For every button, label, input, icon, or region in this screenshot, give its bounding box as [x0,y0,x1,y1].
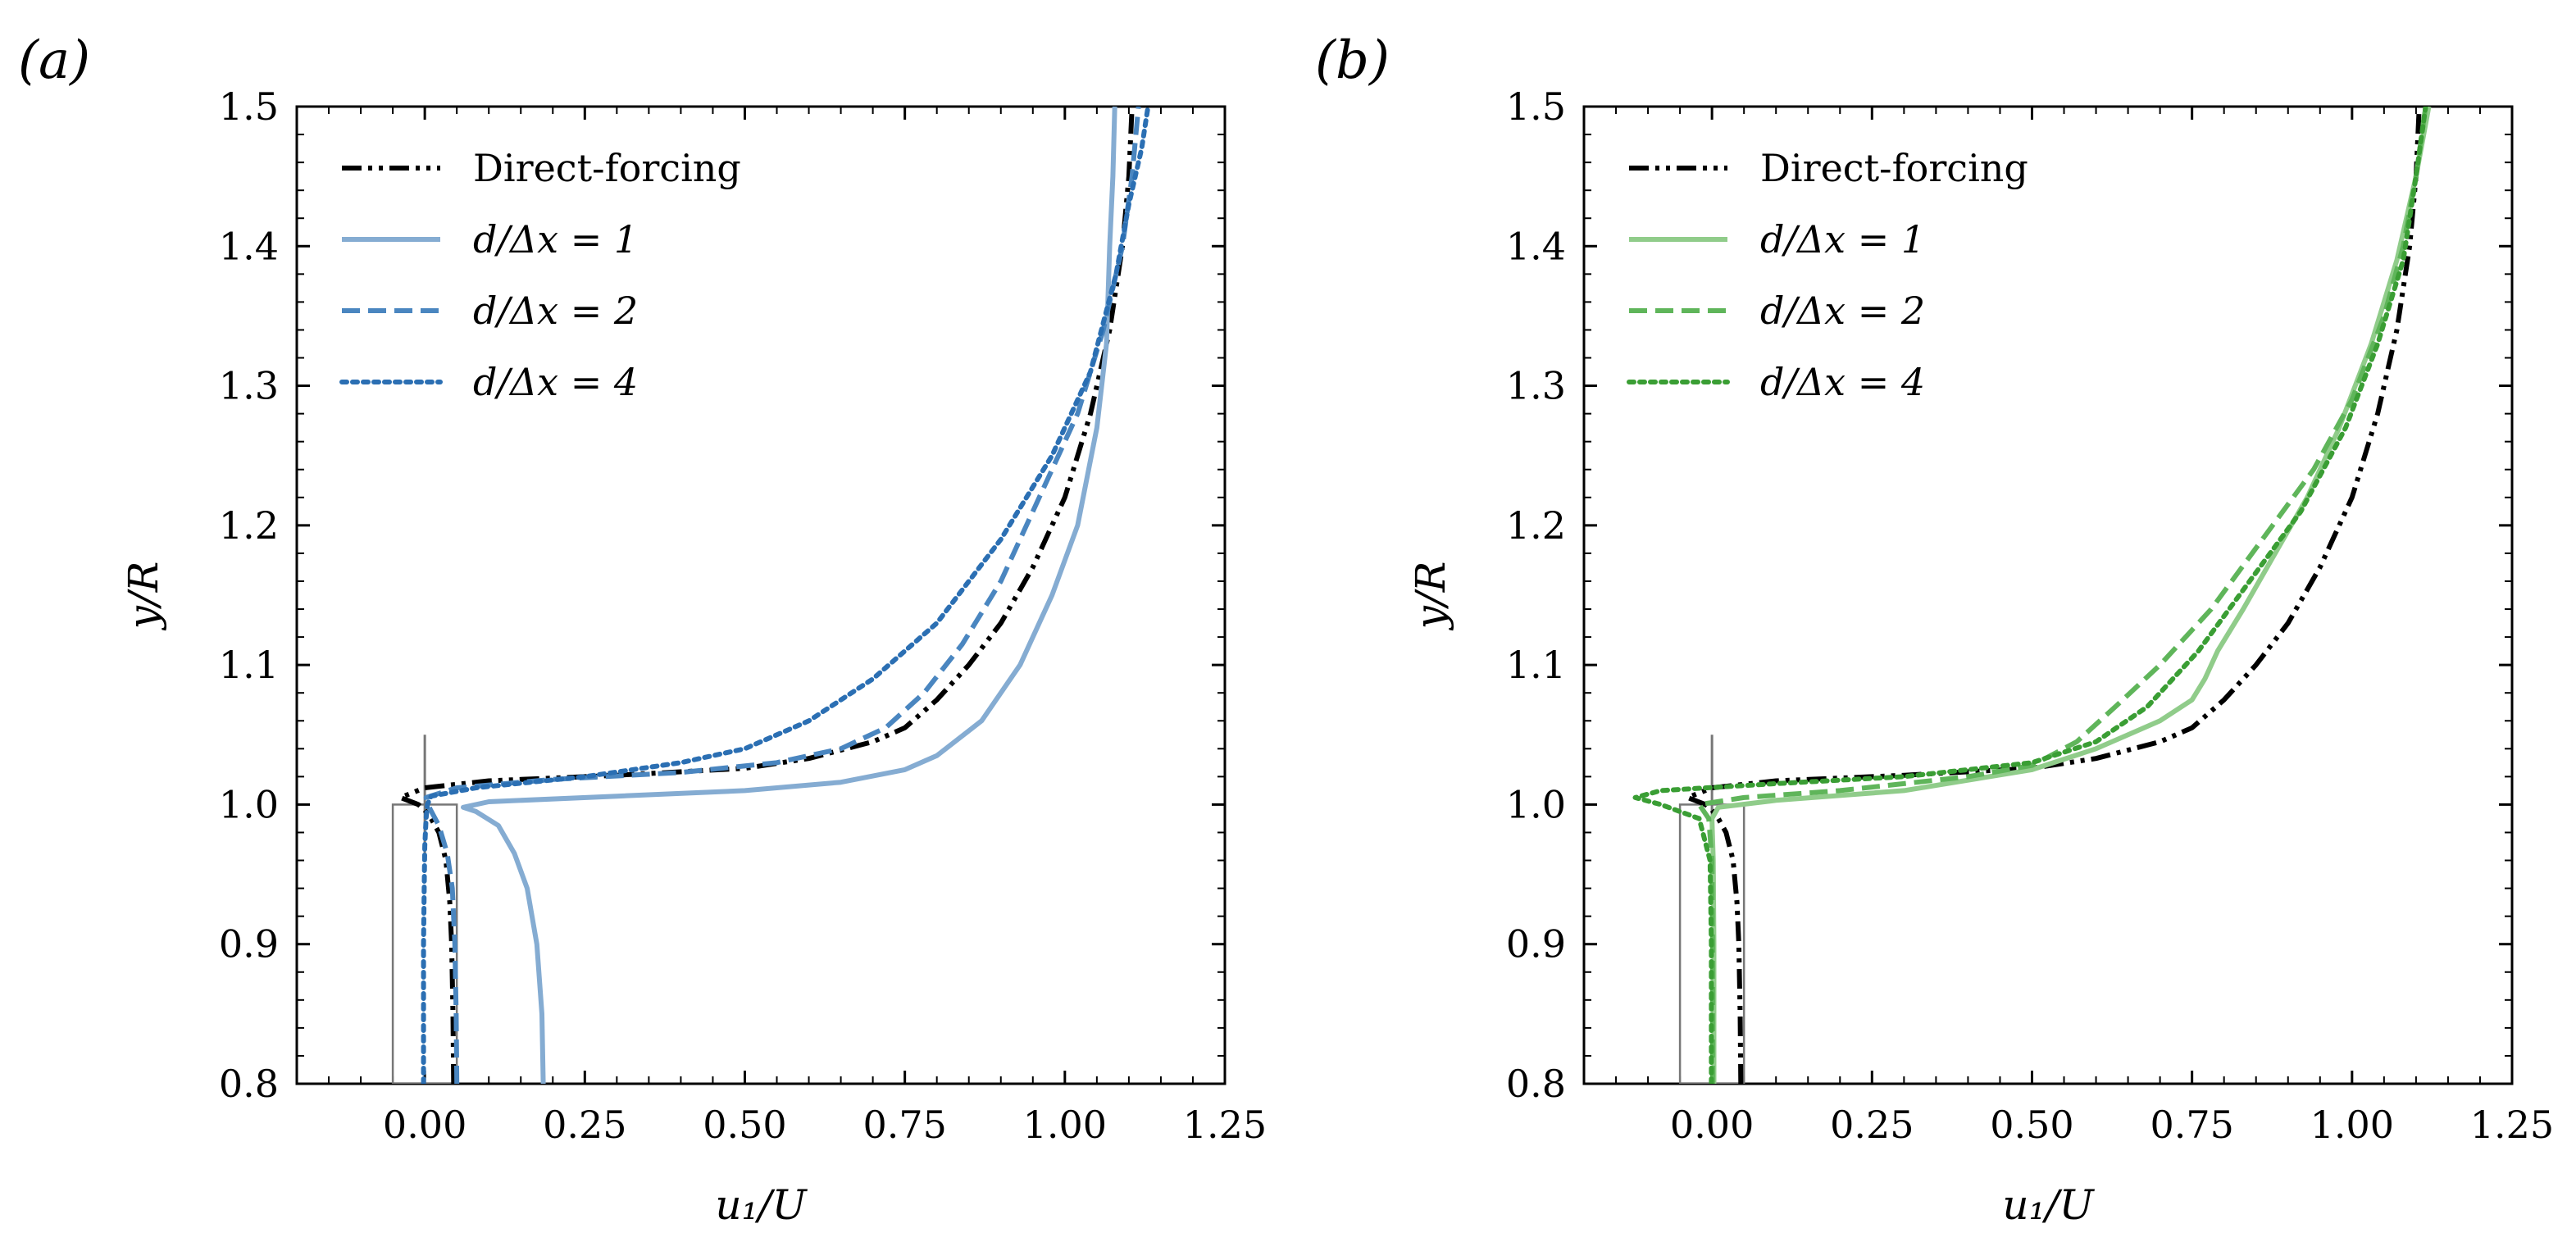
y-axis-label: y/R [1407,562,1454,631]
legend-label-1: d/Δx = 1 [473,217,638,262]
x-tick-label: 0.25 [543,1103,626,1147]
y-tick-label: 1.3 [219,364,279,408]
y-tick-label: 1.2 [219,503,279,548]
series-line-1 [461,107,1117,1084]
y-axis-label: y/R [120,562,167,631]
y-tick-label: 1.0 [1506,782,1566,826]
legend-label-0: Direct-forcing [1760,146,2028,190]
y-tick-label: 1.0 [219,782,279,826]
axes-frame [1582,105,2514,1085]
panel-b: (b) 0.00 0.25 0.50 0.75 1.00 1.25 0.8 0.9 1.0 1.1 1… [1315,30,2554,1229]
legend-label-0: Direct-forcing [473,146,741,190]
plot-area [391,107,1151,1084]
legend-label-3: d/Δx = 4 [1760,360,1925,404]
x-axis-label: u₁/U [2002,1181,2095,1229]
x-tick-label: 1.00 [2310,1103,2394,1147]
x-tick-label: 0.75 [2150,1103,2233,1147]
axes-frame [295,105,1227,1085]
series-line-2 [1696,107,2428,1084]
x-tick-label: 1.25 [2470,1103,2554,1147]
x-tick-label: 1.25 [1183,1103,1267,1147]
x-axis-label: u₁/U [715,1181,808,1229]
y-tick-label: 1.3 [1506,364,1566,408]
series-line-3 [421,107,1151,1084]
y-tick-label: 0.8 [219,1062,279,1106]
x-tick-label: 0.50 [1990,1103,2073,1147]
x-tick-label: 0.00 [1670,1103,1754,1147]
x-tick-label: 0.25 [1830,1103,1914,1147]
x-tick-label: 0.00 [383,1103,467,1147]
y-tick-label: 1.4 [219,224,279,268]
x-tick-label: 0.75 [862,1103,946,1147]
panel-label: (a) [18,30,90,91]
y-tick-label: 1.4 [1506,224,1566,268]
y-tick-label: 0.8 [1506,1062,1566,1106]
legend-label-1: d/Δx = 1 [1760,217,1925,262]
y-tick-label: 0.9 [219,922,279,967]
legend: Direct-forcing d/Δx = 1 d/Δx = 2 d/Δx = 4 [1627,146,2028,404]
series-line-3 [1632,107,2428,1084]
legend-label-2: d/Δx = 2 [1760,289,1925,333]
legend: Direct-forcing d/Δx = 1 d/Δx = 2 d/Δx = 4 [339,146,741,404]
panel-a: (a) 0.00 0.25 0.50 0.75 1.00 1.25 0.8 0.9 1.0 1.1 1… [18,30,1267,1229]
y-tick-label: 1.2 [1506,503,1566,548]
y-tick-label: 0.9 [1506,922,1566,967]
legend-label-2: d/Δx = 2 [473,289,638,333]
x-tick-label: 1.00 [1023,1103,1107,1147]
y-tick-label: 1.1 [219,643,279,687]
legend-label-3: d/Δx = 4 [473,360,638,404]
panel-label: (b) [1315,30,1390,91]
y-tick-label: 1.5 [1506,84,1566,129]
x-tick-label: 0.50 [703,1103,786,1147]
y-tick-label: 1.1 [1506,643,1566,687]
y-tick-label: 1.5 [219,84,279,129]
plot-area [1632,107,2432,1084]
